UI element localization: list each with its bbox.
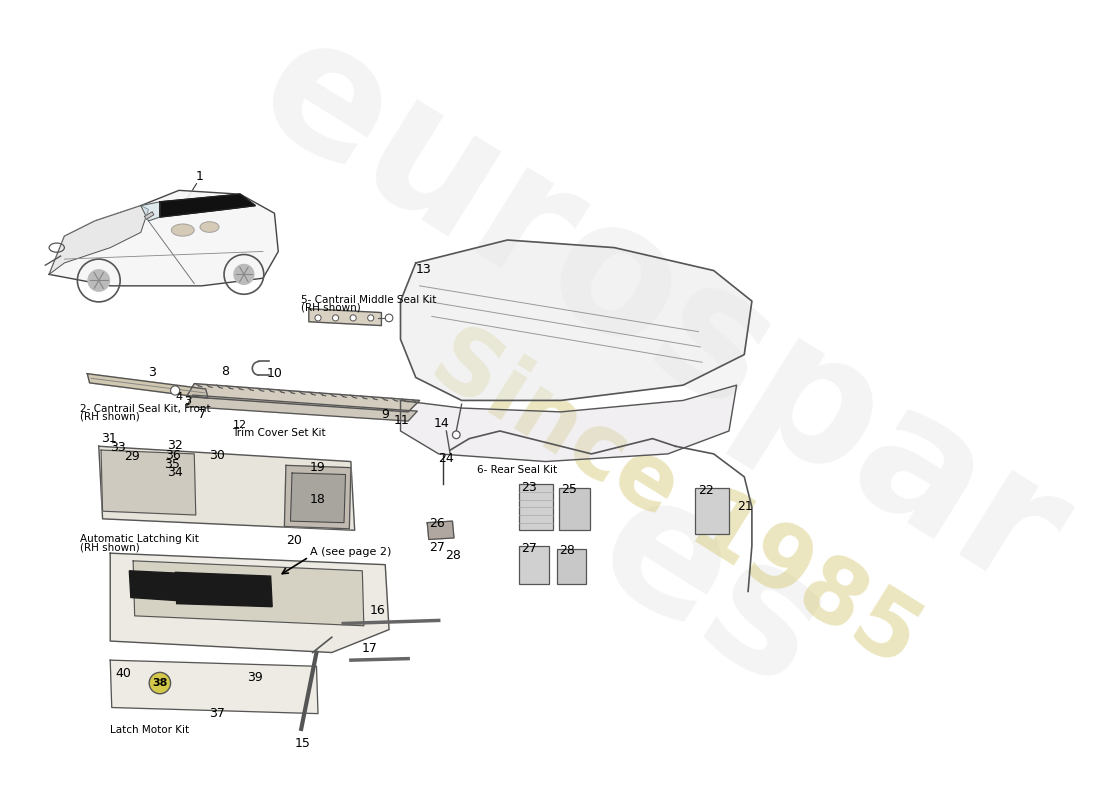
Text: 17: 17 xyxy=(362,642,378,655)
Text: 13: 13 xyxy=(416,262,431,275)
Ellipse shape xyxy=(200,222,219,232)
Text: 1: 1 xyxy=(196,170,204,183)
Text: 9: 9 xyxy=(382,408,389,421)
Polygon shape xyxy=(309,309,382,326)
Text: 22: 22 xyxy=(698,485,714,498)
Ellipse shape xyxy=(172,224,195,236)
Polygon shape xyxy=(110,660,318,714)
Text: 2- Cantrail Seal Kit, Front: 2- Cantrail Seal Kit, Front xyxy=(79,404,210,414)
Polygon shape xyxy=(187,384,419,412)
Polygon shape xyxy=(285,466,351,529)
Polygon shape xyxy=(290,473,345,522)
Polygon shape xyxy=(87,374,208,398)
Bar xyxy=(519,485,553,530)
Circle shape xyxy=(367,315,374,321)
Text: 20: 20 xyxy=(286,534,301,547)
Polygon shape xyxy=(187,395,417,421)
Text: 34: 34 xyxy=(167,466,184,479)
Bar xyxy=(560,488,590,530)
Text: 32: 32 xyxy=(167,439,184,452)
Text: 11: 11 xyxy=(394,414,410,426)
Circle shape xyxy=(350,315,356,321)
Polygon shape xyxy=(130,570,177,601)
Text: Trim Cover Set Kit: Trim Cover Set Kit xyxy=(232,427,326,438)
Text: 37: 37 xyxy=(209,707,226,720)
Text: (RH shown): (RH shown) xyxy=(301,302,361,313)
Text: 15: 15 xyxy=(295,737,310,750)
Text: 7: 7 xyxy=(198,408,206,421)
Polygon shape xyxy=(50,190,278,286)
Bar xyxy=(557,550,586,584)
Text: 39: 39 xyxy=(248,671,263,684)
Text: 6- Rear Seal Kit: 6- Rear Seal Kit xyxy=(477,466,557,475)
Text: 35: 35 xyxy=(164,458,179,470)
Text: 12: 12 xyxy=(232,420,246,430)
Text: 18: 18 xyxy=(310,494,326,506)
Polygon shape xyxy=(133,561,364,626)
Text: 38: 38 xyxy=(152,678,167,688)
Text: 21: 21 xyxy=(737,500,752,513)
Circle shape xyxy=(385,314,393,322)
Text: (RH shown): (RH shown) xyxy=(79,542,140,553)
Polygon shape xyxy=(400,240,752,401)
Polygon shape xyxy=(400,385,737,462)
Circle shape xyxy=(234,265,254,284)
Text: Since 1985: Since 1985 xyxy=(416,314,935,685)
Circle shape xyxy=(88,270,110,291)
Text: 26: 26 xyxy=(429,518,446,530)
Text: 23: 23 xyxy=(521,481,537,494)
Text: eurospar
      es: eurospar es xyxy=(120,0,1093,800)
Text: 28: 28 xyxy=(560,544,575,557)
Text: 30: 30 xyxy=(209,449,226,462)
Circle shape xyxy=(150,672,170,694)
Polygon shape xyxy=(110,554,389,653)
Circle shape xyxy=(170,386,179,395)
Text: 5- Cantrail Middle Seal Kit: 5- Cantrail Middle Seal Kit xyxy=(301,295,437,305)
Bar xyxy=(694,488,729,534)
Text: 27: 27 xyxy=(521,542,537,554)
Text: 16: 16 xyxy=(370,604,385,617)
Bar xyxy=(519,546,550,584)
Text: 24: 24 xyxy=(438,452,454,466)
Text: 40: 40 xyxy=(116,667,132,681)
Polygon shape xyxy=(50,206,148,274)
Text: Latch Motor Kit: Latch Motor Kit xyxy=(110,725,189,735)
Text: 10: 10 xyxy=(266,367,283,380)
Text: 3: 3 xyxy=(185,396,191,406)
Text: 25: 25 xyxy=(561,483,576,496)
Polygon shape xyxy=(144,212,154,219)
Polygon shape xyxy=(101,450,196,515)
Polygon shape xyxy=(99,446,354,530)
Text: 14: 14 xyxy=(433,417,450,430)
Text: 31: 31 xyxy=(101,432,117,445)
Polygon shape xyxy=(141,202,160,221)
Text: 36: 36 xyxy=(165,449,182,462)
Text: Automatic Latching Kit: Automatic Latching Kit xyxy=(79,534,198,544)
Polygon shape xyxy=(160,194,255,217)
Text: 3: 3 xyxy=(148,366,156,378)
Text: 29: 29 xyxy=(124,450,140,463)
Text: 19: 19 xyxy=(310,461,326,474)
Text: 28: 28 xyxy=(444,549,461,562)
Polygon shape xyxy=(175,572,272,606)
Text: 8: 8 xyxy=(221,365,229,378)
Text: 4: 4 xyxy=(175,392,183,402)
Text: (RH shown): (RH shown) xyxy=(79,412,140,422)
Circle shape xyxy=(332,315,339,321)
Circle shape xyxy=(452,431,460,438)
Text: 27: 27 xyxy=(429,541,446,554)
Polygon shape xyxy=(427,521,454,539)
Circle shape xyxy=(315,315,321,321)
Text: A (see page 2): A (see page 2) xyxy=(310,546,392,557)
Text: 33: 33 xyxy=(110,441,126,454)
